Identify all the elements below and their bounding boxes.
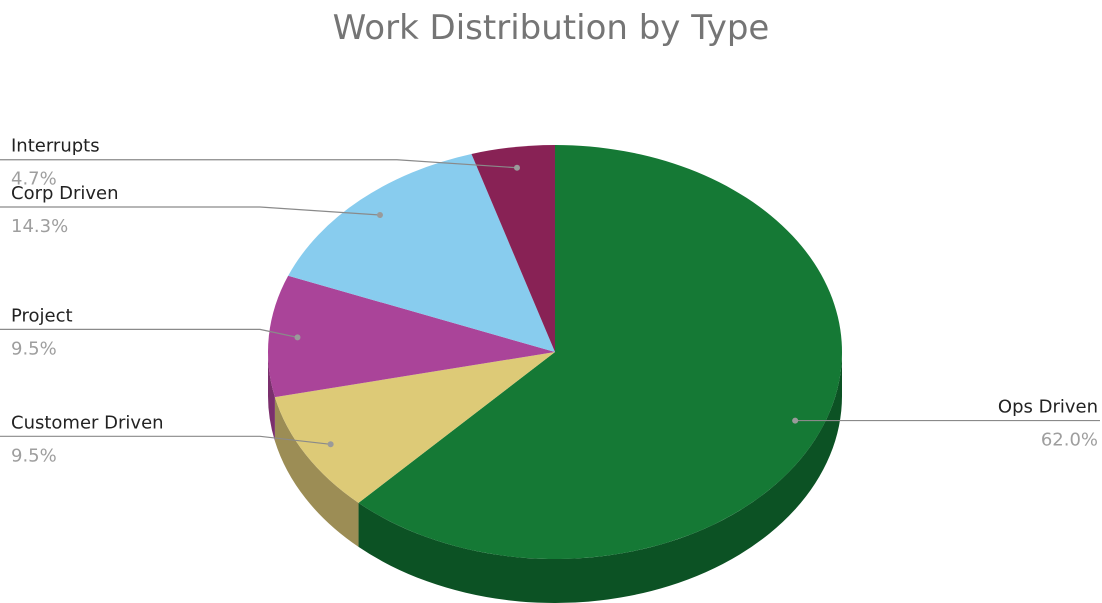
leader-dot-corp-driven: [376, 211, 383, 218]
value-label-customer-driven: 9.5%: [11, 445, 57, 466]
pie-slices: [267, 145, 843, 559]
leader-line-interrupts: [0, 159, 518, 169]
label-interrupts: Interrupts: [11, 136, 100, 157]
leader-dot-project: [294, 334, 301, 341]
pie-leader-lines: [0, 159, 1100, 448]
leader-line-customer-driven: [0, 435, 331, 445]
pie-labels: Ops Driven 62.0% Customer Driven 9.5% Projec…: [11, 136, 1098, 467]
label-corp-driven: Corp Driven: [11, 183, 119, 204]
leader-dot-ops-driven: [792, 417, 799, 424]
pie-side-ops-driven: [358, 352, 842, 603]
label-project: Project: [11, 305, 73, 326]
chart-title: Work Distribution by Type: [332, 8, 770, 48]
leader-dot-interrupts: [513, 164, 520, 171]
leader-line-project: [0, 328, 298, 338]
label-customer-driven: Customer Driven: [11, 412, 164, 433]
value-label-interrupts: 4.7%: [11, 169, 57, 190]
label-ops-driven: Ops Driven: [998, 397, 1098, 418]
pie-side-walls: [268, 352, 842, 603]
leader-line-corp-driven: [0, 206, 381, 216]
pie-slice-corp-driven[interactable]: [288, 153, 555, 352]
pie-side-customer-driven: [274, 397, 359, 547]
pie-slice-customer-driven[interactable]: [274, 352, 555, 503]
pie-slice-project[interactable]: [267, 275, 555, 398]
leader-dot-customer-driven: [327, 441, 334, 448]
value-label-corp-driven: 14.3%: [11, 216, 68, 237]
value-label-project: 9.5%: [11, 338, 57, 359]
value-label-ops-driven: 62.0%: [1041, 430, 1098, 451]
pie-slice-interrupts[interactable]: [471, 145, 555, 352]
pie-side-project: [268, 352, 275, 442]
pie-slice-ops-driven[interactable]: [358, 145, 843, 559]
